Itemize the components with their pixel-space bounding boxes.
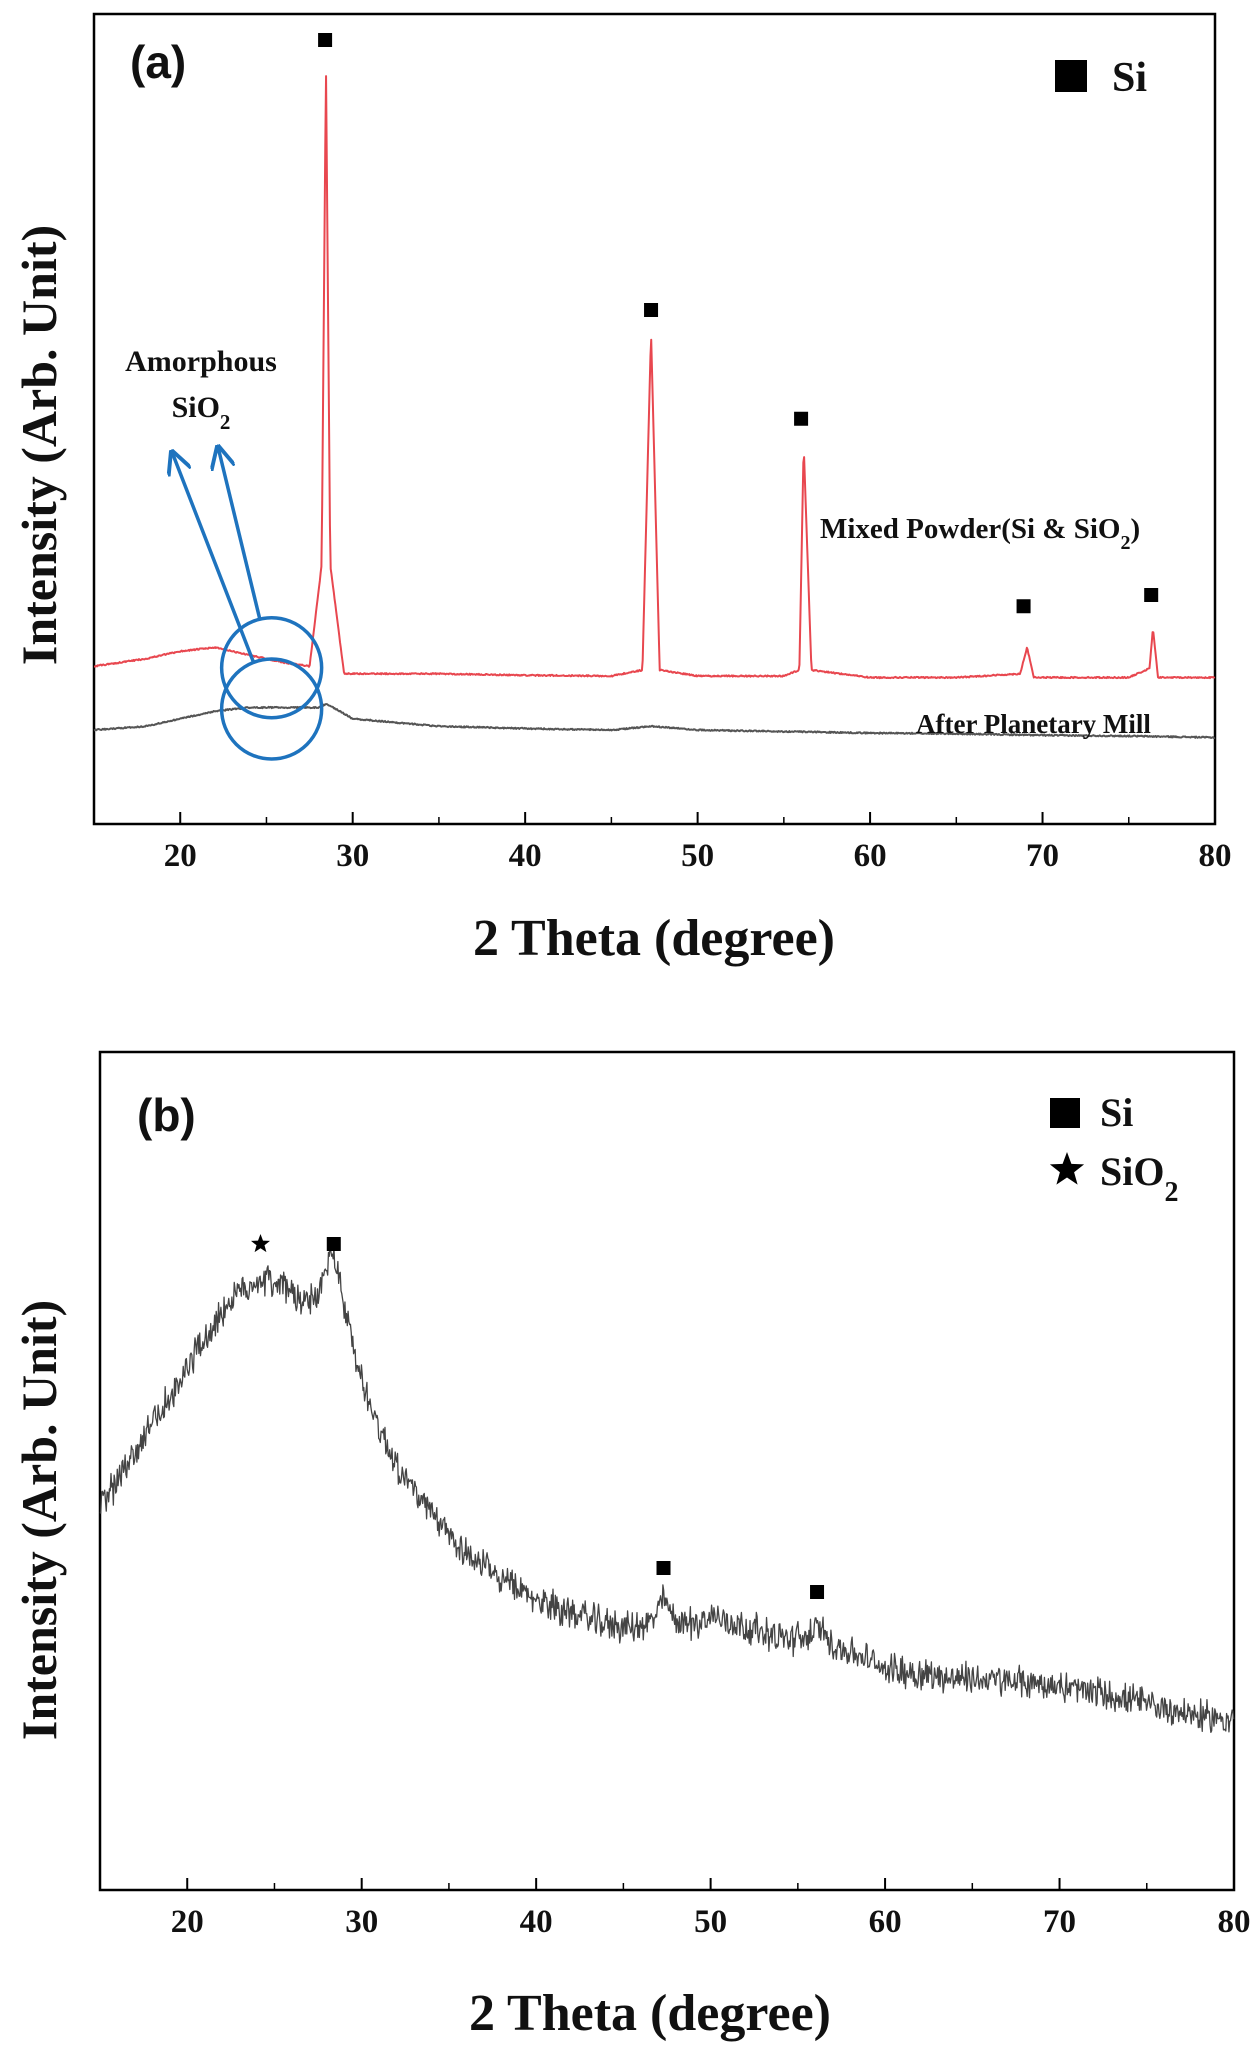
- x-axis-ticks-a: 20 30 40 50 60 70 80: [93, 812, 1232, 874]
- si-peak-marker: [326, 1237, 341, 1251]
- x-tick-label: 30: [345, 1904, 378, 1940]
- x-axis-ticks-b: 20 30 40 50 60 70 80: [99, 1878, 1251, 1940]
- si-peak-marker: [644, 303, 659, 317]
- series-label-after-mill: After Planetary Mill: [916, 709, 1151, 739]
- annotation-sio2: SiO2: [172, 391, 231, 434]
- series-line: [93, 703, 1216, 740]
- x-axis-label-a: 2 Theta (degree): [473, 910, 835, 967]
- x-axis-label-b: 2 Theta (degree): [469, 1985, 831, 2042]
- sio2-peak-marker: [251, 1234, 270, 1253]
- x-tick-label: 70: [1026, 838, 1059, 874]
- legend-b-star-marker: [1049, 1152, 1085, 1185]
- annotation-circles-arrows: [172, 447, 324, 761]
- x-tick-label: 60: [854, 838, 887, 874]
- y-axis-label-b: Intensity (Arb. Unit): [11, 1300, 67, 1740]
- x-tick-label: 80: [1199, 838, 1232, 874]
- annotation-arrow: [218, 447, 262, 620]
- curves-b: [99, 1234, 1235, 1734]
- si-peak-marker: [810, 1585, 825, 1599]
- x-tick-label: 20: [164, 838, 197, 874]
- x-tick-label: 30: [336, 838, 369, 874]
- series-line: [99, 1245, 1235, 1734]
- annotation-circle: [219, 657, 324, 761]
- x-tick-label: 50: [694, 1904, 727, 1940]
- x-tick-label: 80: [1218, 1904, 1251, 1940]
- panel-b: 20 30 40 50 60 70 80 (b) Si SiO2 2 Theta (degr…: [11, 1050, 1251, 2042]
- si-peak-marker: [656, 1561, 671, 1575]
- series-label-mixed-powder: Mixed Powder(Si & SiO2): [820, 513, 1140, 554]
- legend-b-si-marker: [1050, 1098, 1080, 1128]
- panel-b-label: (b): [137, 1089, 196, 1141]
- plot-frame-b: [98, 1050, 1236, 1892]
- x-tick-label: 50: [681, 838, 714, 874]
- x-tick-label: 60: [869, 1904, 902, 1940]
- x-tick-label: 40: [520, 1904, 553, 1940]
- plot-frame-a: [92, 12, 1217, 826]
- x-tick-label: 20: [171, 1904, 204, 1940]
- annotation-amorphous: Amorphous: [125, 345, 277, 378]
- annotation-circle: [219, 616, 324, 720]
- x-tick-label: 40: [509, 838, 542, 874]
- curves-a: [93, 33, 1216, 740]
- legend-b-si-label: Si: [1100, 1090, 1133, 1135]
- annotation-arrow: [172, 452, 256, 664]
- si-peak-marker: [318, 33, 333, 47]
- si-peak-marker: [794, 411, 809, 426]
- y-axis-label-a: Intensity (Arb. Unit): [11, 225, 67, 665]
- x-tick-label: 70: [1043, 1904, 1076, 1940]
- legend-a-si-label: Si: [1112, 55, 1147, 101]
- series-line: [93, 75, 1216, 680]
- legend-a-si-marker: [1055, 60, 1087, 92]
- legend-b-sio2-label: SiO2: [1100, 1149, 1178, 1208]
- panel-a-label: (a): [130, 36, 186, 88]
- panel-a: 20 30 40 50 60 70 80 (a) Si Mixed Powder(Si & …: [11, 12, 1232, 967]
- si-peak-marker: [1016, 599, 1031, 614]
- si-peak-marker: [1144, 588, 1159, 602]
